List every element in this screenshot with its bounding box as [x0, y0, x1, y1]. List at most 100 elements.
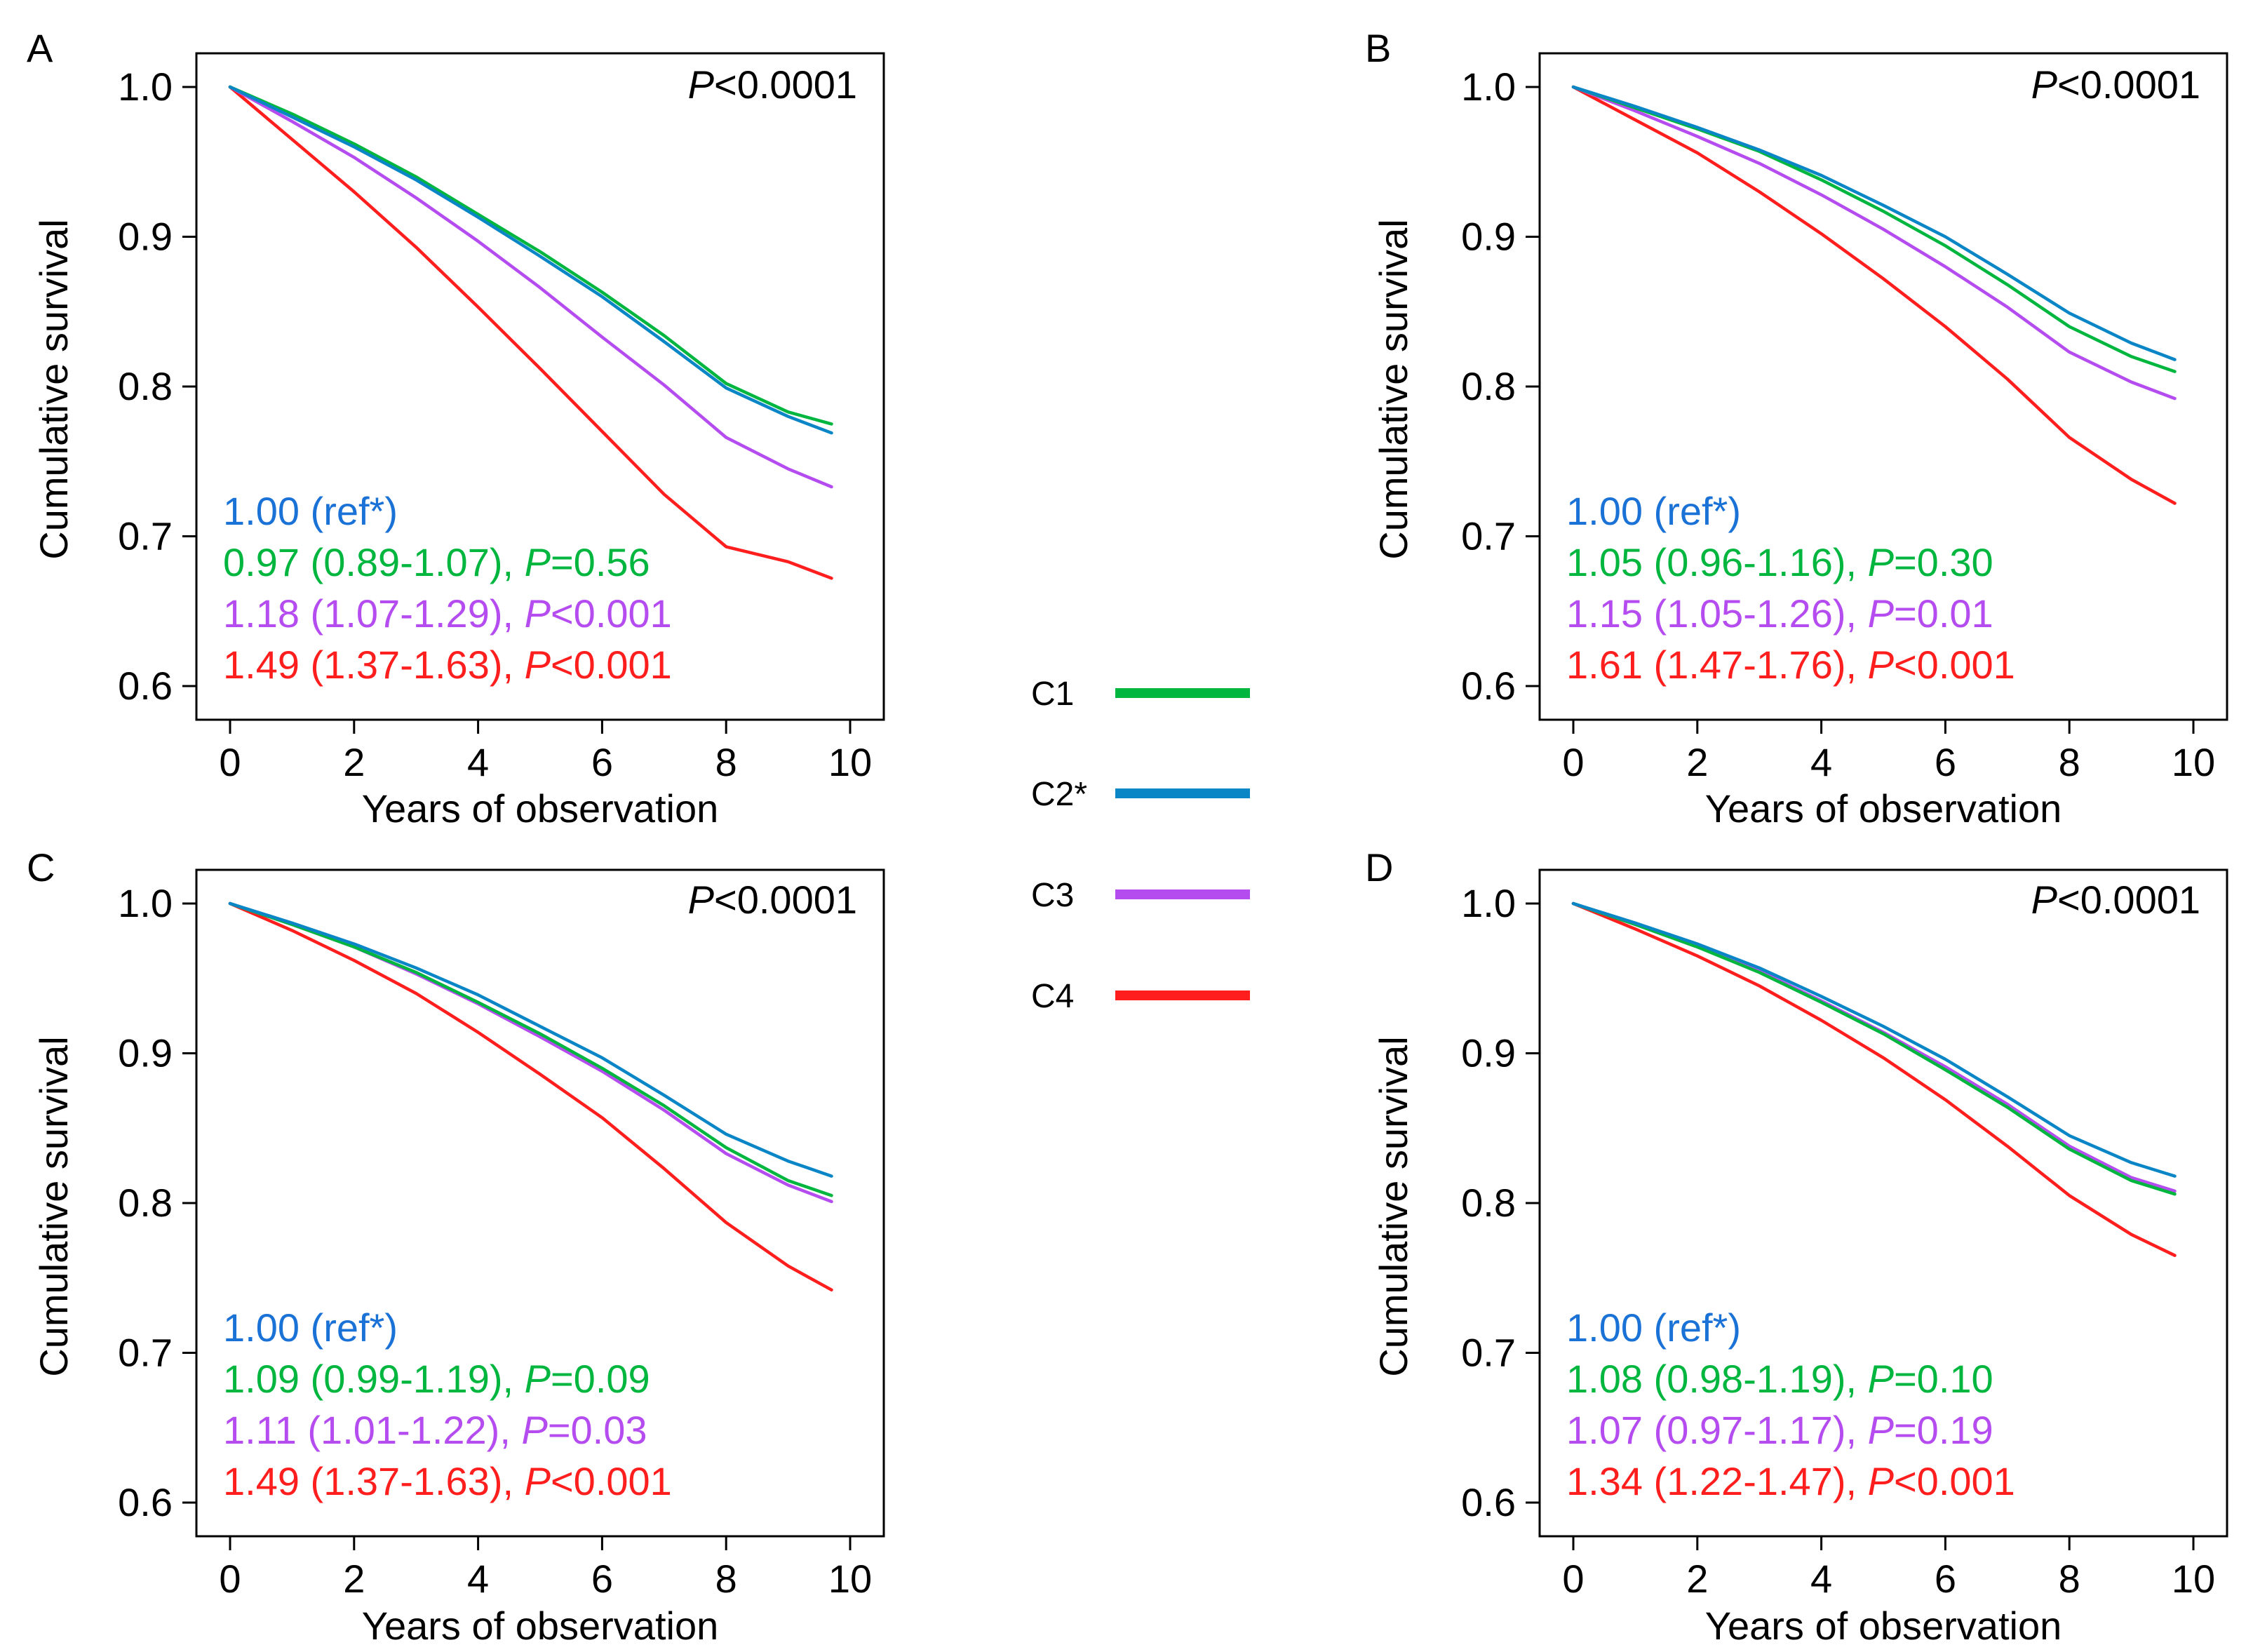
series-line-c2 — [228, 901, 833, 1178]
x-tick-label: 10 — [2172, 1557, 2215, 1601]
y-tick-label: 0.7 — [118, 1331, 173, 1375]
overall-p-value: P<0.0001 — [688, 62, 857, 107]
y-tick-label: 0.6 — [118, 1480, 173, 1524]
plot-area: 0.6 0.7 0.8 0.9 1.0 0 2 4 6 8 10 P<0.0001 1.00 (ref*… — [1461, 868, 2228, 1601]
hazard-ratio-label: 1.15 (1.05-1.26), P=0.01 — [1566, 591, 1993, 636]
y-tick-label: 1.0 — [118, 881, 173, 925]
overall-p-value: P<0.0001 — [2031, 878, 2200, 922]
plot-area: 0.6 0.7 0.8 0.9 1.0 0 2 4 6 8 10 P<0.0001 1.00 (ref*… — [118, 868, 885, 1601]
plot-area: 0.6 0.7 0.8 0.9 1.0 0 2 4 6 8 10 P<0.0001 1.00 (ref*… — [118, 52, 885, 784]
series-line-c1 — [228, 901, 833, 1197]
x-tick-label: 4 — [467, 740, 489, 784]
y-tick-label: 0.6 — [118, 664, 173, 708]
hazard-ratio-label: 1.61 (1.47-1.76), P<0.001 — [1566, 643, 2015, 687]
legend-label-c2: C2* — [1031, 776, 1087, 813]
x-axis-label: Years of observation — [362, 1604, 718, 1648]
panel-b: B Cumulative survival Years of observati… — [1365, 26, 2228, 831]
x-axis-label: Years of observation — [362, 786, 718, 831]
overall-p-value: P<0.0001 — [2031, 62, 2200, 107]
y-tick-label: 0.9 — [118, 215, 173, 259]
hazard-ratio-label: 1.08 (0.98-1.19), P=0.10 — [1566, 1357, 1993, 1401]
series-line-c3 — [1571, 901, 2177, 1193]
hazard-ratio-label: 0.97 (0.89-1.07), P=0.56 — [223, 540, 650, 584]
y-tick-label: 0.9 — [1461, 1031, 1516, 1075]
x-tick-label: 6 — [1935, 740, 1956, 784]
hazard-ratio-label: 1.00 (ref*) — [1566, 489, 1741, 533]
x-axis-label: Years of observation — [1705, 1604, 2062, 1648]
y-tick-label: 1.0 — [118, 65, 173, 109]
hazard-ratio-label: 1.49 (1.37-1.63), P<0.001 — [223, 643, 672, 687]
y-tick-label: 0.8 — [118, 364, 173, 408]
panel-a: A Cumulative survival Years of observati… — [27, 26, 885, 831]
series-line-c1 — [1571, 901, 2177, 1196]
panel-letter: B — [1365, 26, 1391, 70]
hazard-ratio-label: 1.11 (1.01-1.22), P=0.03 — [223, 1408, 647, 1452]
y-axis-label: Cumulative survival — [32, 1036, 76, 1377]
y-axis-label: Cumulative survival — [1371, 219, 1415, 560]
x-tick-label: 0 — [1562, 1557, 1584, 1601]
series-line-c4 — [1571, 85, 2177, 505]
x-tick-label: 2 — [1686, 1557, 1708, 1601]
series-line-c2 — [1571, 901, 2177, 1178]
x-tick-label: 0 — [219, 740, 241, 784]
hazard-ratio-label: 1.00 (ref*) — [223, 489, 398, 533]
overall-p-value: P<0.0001 — [688, 878, 857, 922]
panel-d: D Cumulative survival Years of observati… — [1365, 845, 2228, 1648]
y-tick-label: 0.8 — [1461, 364, 1516, 408]
series-line-c4 — [228, 85, 833, 580]
y-tick-label: 0.8 — [118, 1181, 173, 1225]
series-line-c1 — [1571, 85, 2177, 373]
series-line-c4 — [228, 901, 833, 1292]
hazard-ratio-label: 1.00 (ref*) — [1566, 1305, 1741, 1350]
y-tick-label: 0.6 — [1461, 1480, 1516, 1524]
x-tick-label: 8 — [715, 1557, 737, 1601]
y-tick-label: 0.6 — [1461, 664, 1516, 708]
y-axis-label: Cumulative survival — [1371, 1036, 1415, 1377]
x-tick-label: 10 — [828, 1557, 872, 1601]
legend-label-c1: C1 — [1031, 676, 1074, 713]
x-tick-label: 4 — [1810, 1557, 1832, 1601]
y-tick-label: 1.0 — [1461, 65, 1516, 109]
y-tick-label: 0.7 — [1461, 514, 1516, 558]
y-tick-label: 0.7 — [1461, 1331, 1516, 1375]
x-tick-label: 8 — [715, 740, 737, 784]
hazard-ratio-label: 1.34 (1.22-1.47), P<0.001 — [1566, 1459, 2015, 1503]
y-axis-label: Cumulative survival — [32, 219, 76, 560]
x-tick-label: 4 — [1810, 740, 1832, 784]
x-tick-label: 8 — [2059, 1557, 2080, 1601]
hazard-ratio-label: 1.49 (1.37-1.63), P<0.001 — [223, 1459, 672, 1503]
y-tick-label: 0.9 — [1461, 215, 1516, 259]
hazard-ratio-label: 1.09 (0.99-1.19), P=0.09 — [223, 1357, 650, 1401]
legend: C1 C2* C3 C4 — [1031, 676, 1250, 1015]
y-tick-label: 0.8 — [1461, 1181, 1516, 1225]
hazard-ratio-label: 1.00 (ref*) — [223, 1305, 398, 1350]
panel-letter: C — [27, 845, 55, 889]
x-tick-label: 6 — [591, 1557, 613, 1601]
y-tick-label: 0.9 — [118, 1031, 173, 1075]
series-line-c2 — [1571, 85, 2177, 361]
hazard-ratio-label: 1.05 (0.96-1.16), P=0.30 — [1566, 540, 1993, 584]
y-tick-label: 0.7 — [118, 514, 173, 558]
y-tick-label: 1.0 — [1461, 881, 1516, 925]
x-tick-label: 10 — [828, 740, 872, 784]
x-tick-label: 0 — [1562, 740, 1584, 784]
hazard-ratio-label: 1.07 (0.97-1.17), P=0.19 — [1566, 1408, 1993, 1452]
x-tick-label: 10 — [2172, 740, 2215, 784]
panel-letter: A — [27, 26, 53, 70]
panel-letter: D — [1365, 845, 1393, 889]
panel-c: C Cumulative survival Years of observati… — [27, 845, 885, 1648]
x-tick-label: 4 — [467, 1557, 489, 1601]
x-tick-label: 0 — [219, 1557, 241, 1601]
x-tick-label: 6 — [1935, 1557, 1956, 1601]
x-tick-label: 2 — [1686, 740, 1708, 784]
series-line-c3 — [228, 85, 833, 489]
x-axis-label: Years of observation — [1705, 786, 2062, 831]
hazard-ratio-label: 1.18 (1.07-1.29), P<0.001 — [223, 591, 672, 636]
legend-label-c4: C4 — [1031, 978, 1074, 1015]
x-tick-label: 2 — [343, 740, 365, 784]
legend-label-c3: C3 — [1031, 877, 1074, 914]
series-line-c1 — [228, 85, 833, 426]
series-line-c2 — [228, 85, 833, 435]
x-tick-label: 8 — [2059, 740, 2080, 784]
